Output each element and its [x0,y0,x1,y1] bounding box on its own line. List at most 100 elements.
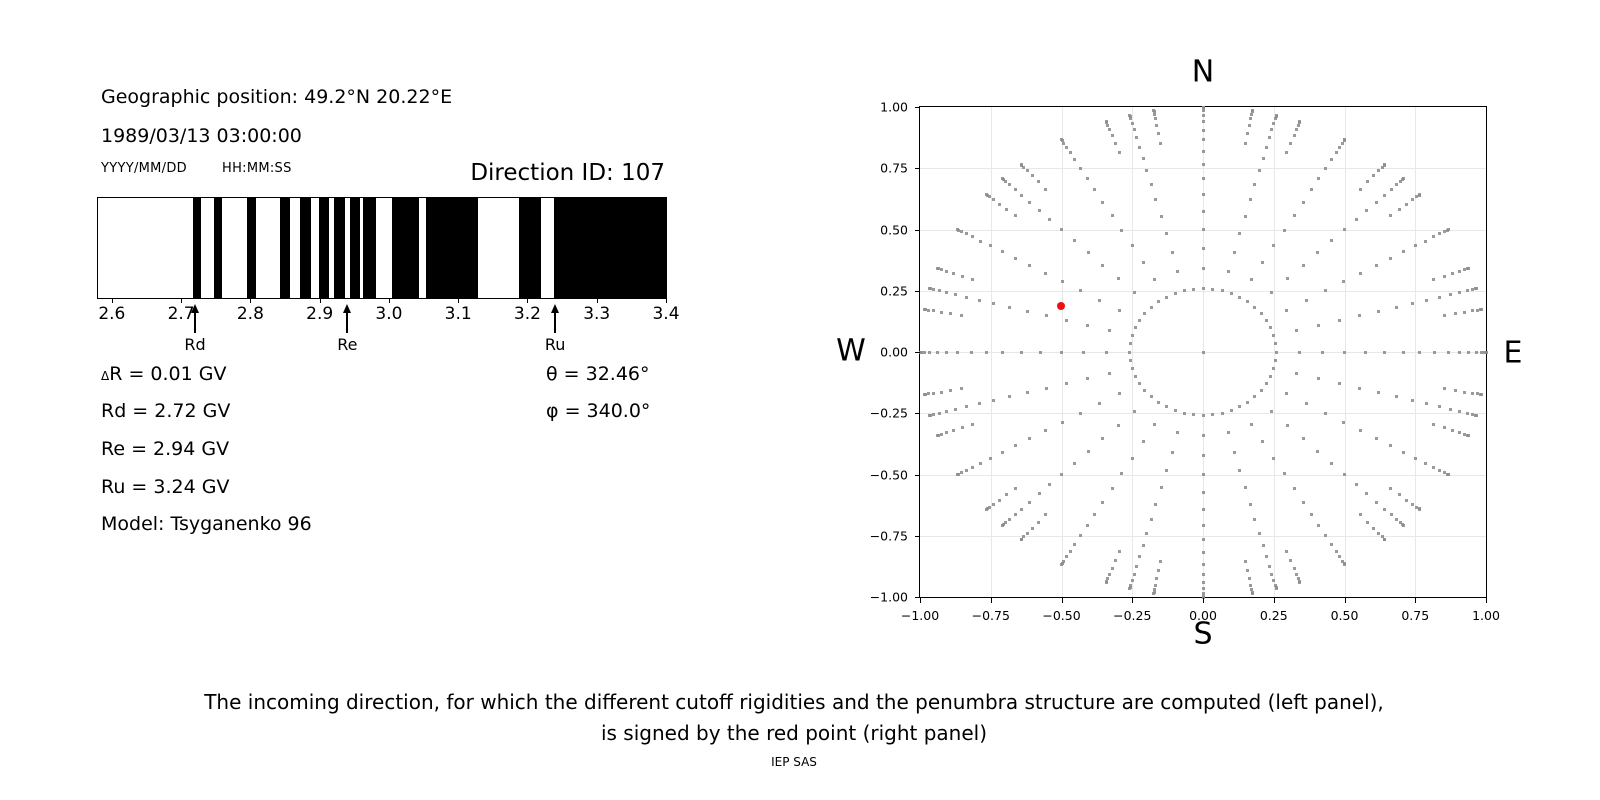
compass-label-west: W [836,333,866,369]
direction-dot [1272,121,1276,125]
direction-dot [971,235,975,239]
direction-dot [1261,156,1265,160]
direction-dot [1201,491,1205,494]
direction-dot [1001,350,1005,354]
direction-dot [1451,429,1455,433]
direction-dot [1097,298,1101,302]
direction-dot [1022,535,1026,539]
direction-dot [1201,287,1205,291]
direction-y-tick-label: 0.75 [880,160,908,176]
direction-dot [1248,502,1252,506]
direction-dot [1442,229,1446,233]
direction-dot [964,405,968,409]
direction-y-tick [915,352,920,353]
direction-dot [1044,188,1047,191]
direction-dot [1201,120,1205,124]
direction-dot [1476,308,1479,312]
direction-dot [1324,289,1327,293]
direction-dot [1060,138,1063,142]
direction-dot [1170,250,1174,254]
direction-dot [1086,449,1090,453]
model-label: Model: Tsyganenko 96 [101,513,312,535]
direction-dot [1159,214,1163,218]
direction-dot [1382,193,1386,197]
direction-dot [1431,423,1435,427]
direction-dot [1005,207,1008,211]
penumbra-band [519,198,542,298]
direction-dot [1295,372,1298,376]
direction-dot [1130,334,1134,338]
direction-x-tick-label: −0.50 [1042,608,1081,623]
direction-y-tick-label: 0.50 [880,222,908,237]
direction-dot [1442,274,1446,278]
direction-dot [1449,293,1453,296]
direction-dot [1465,411,1469,415]
direction-dot [1292,214,1296,218]
direction-dot [992,502,996,506]
direction-y-tick [915,168,920,170]
direction-dot [1334,549,1338,553]
direction-dot [932,391,936,395]
direction-dot [1438,295,1442,299]
direction-dot [1301,500,1305,504]
direction-dot [992,198,996,202]
re-value: Re = 2.94 GV [101,438,230,460]
direction-dot [1249,117,1252,121]
direction-dot [1467,350,1471,354]
direction-dot [971,423,975,427]
direction-dot [1141,440,1145,444]
penumbra-band [192,198,202,298]
direction-dot [1289,559,1293,563]
direction-dot [1030,526,1034,530]
penumbra-band [425,198,478,298]
direction-dot [1117,151,1121,155]
direction-dot [1470,309,1474,313]
direction-dot [997,498,1001,502]
direction-dot [1480,308,1484,311]
direction-dot [1201,177,1205,181]
direction-dot [953,293,957,296]
direction-dot [1201,551,1205,555]
direction-dot [1048,217,1052,221]
direction-dot [1116,277,1120,281]
direction-dot [1338,318,1342,322]
direction-dot [1130,244,1134,248]
direction-dot [1458,410,1462,414]
direction-dot [1463,268,1467,271]
direction-dot [1201,580,1205,584]
direction-dot [928,350,932,354]
direction-y-tick-label: −0.75 [869,528,908,544]
direction-dot [1243,214,1247,218]
direction-dot [1060,228,1063,231]
direction-dot [1191,413,1195,417]
direction-dot [1292,134,1296,138]
direction-dot [1298,350,1302,354]
direction-dot [948,389,952,393]
direction-dot [1295,328,1298,332]
direction-dot [1246,131,1249,135]
direction-y-tick-label: 1.00 [880,99,908,115]
direction-dot [1001,177,1005,181]
direction-dot [1044,513,1047,516]
direction-y-tick [915,290,920,292]
direction-dot [1247,123,1251,127]
direction-dot [1062,141,1066,145]
direction-dot [1079,534,1082,538]
penumbra-band [246,198,256,298]
direction-dot [1232,250,1236,254]
direction-dot [1201,162,1205,166]
direction-dot [1013,444,1017,448]
direction-dot [1458,350,1461,354]
direction-dot [1130,121,1134,125]
direction-dot [1380,535,1384,539]
direction-dot [1060,562,1063,566]
direction-dot [1334,151,1338,155]
direction-dot [1359,188,1362,191]
direction-dot [1044,429,1047,433]
penumbra-x-tick [250,299,252,303]
compass-label-north: N [1191,54,1215,90]
penumbra-x-tick [666,299,667,303]
direction-dot [956,228,960,231]
direction-dot [1359,429,1362,433]
direction-dot [1257,531,1261,535]
